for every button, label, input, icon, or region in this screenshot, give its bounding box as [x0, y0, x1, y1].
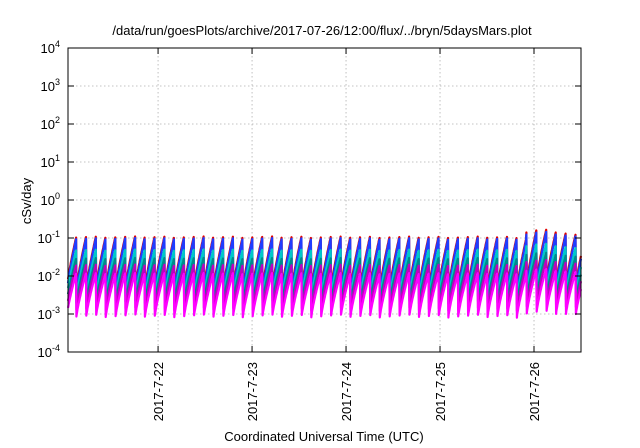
x-tick-labels: 2017-7-22 2017-7-23 2017-7-24 2017-7-25 2017… [151, 362, 542, 421]
y-axis-label: cSv/day [19, 177, 34, 224]
x-axis-label: Coordinated Universal Time (UTC) [224, 429, 423, 444]
x-tick-label: 2017-7-22 [151, 362, 166, 421]
chart-title: /data/run/goesPlots/archive/2017-07-26/1… [112, 23, 532, 38]
y-tick-label: 10-3 [38, 305, 60, 322]
series-line [66, 259, 583, 313]
series-line [66, 251, 583, 306]
plot-frame [67, 47, 582, 353]
series-line [66, 268, 583, 319]
x-tick-label: 2017-7-25 [433, 362, 448, 421]
y-tick-label: 101 [41, 153, 60, 170]
x-tick-label: 2017-7-26 [527, 362, 542, 421]
y-tick-labels: 10-4 10-3 10-2 10-1 100 101 102 103 104 [38, 39, 60, 360]
y-tick-label: 100 [41, 191, 60, 208]
y-tick-label: 104 [41, 39, 60, 56]
y-tick-label: 10-2 [38, 267, 60, 284]
axes [67, 47, 582, 353]
y-tick-label: 10-1 [38, 229, 60, 246]
x-tick-label: 2017-7-23 [245, 362, 260, 421]
y-tick-label: 10-4 [38, 343, 60, 360]
series-line [66, 230, 583, 297]
x-tick-label: 2017-7-24 [339, 362, 354, 421]
y-tick-label: 103 [41, 77, 60, 94]
y-tick-label: 102 [41, 115, 60, 132]
series-line [66, 242, 583, 300]
series-group [66, 228, 583, 319]
